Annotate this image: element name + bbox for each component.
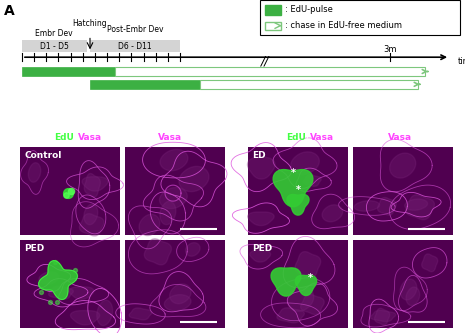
Point — [51, 259, 59, 265]
Text: A: A — [4, 4, 15, 18]
Point — [62, 192, 70, 198]
Polygon shape — [160, 150, 188, 171]
Bar — [22, 40, 87, 52]
Bar — [90, 40, 180, 52]
Bar — [115, 67, 425, 76]
Point — [46, 299, 54, 304]
Polygon shape — [144, 239, 172, 265]
Polygon shape — [291, 152, 319, 174]
Polygon shape — [69, 287, 94, 299]
Bar — [265, 22, 281, 30]
Bar — [125, 147, 225, 235]
Polygon shape — [375, 308, 390, 325]
Point — [53, 299, 61, 304]
Point — [37, 290, 44, 295]
Polygon shape — [250, 250, 271, 262]
Bar — [265, 5, 281, 15]
Polygon shape — [295, 252, 321, 278]
Text: /: / — [74, 133, 78, 142]
Point — [71, 267, 79, 272]
Polygon shape — [277, 308, 305, 323]
Polygon shape — [170, 284, 191, 304]
Polygon shape — [322, 205, 343, 222]
Text: PED: PED — [24, 244, 44, 253]
Polygon shape — [129, 308, 152, 320]
Text: Control: Control — [24, 151, 61, 160]
Bar — [200, 80, 418, 89]
Polygon shape — [390, 153, 416, 178]
Bar — [353, 240, 453, 328]
Polygon shape — [39, 272, 59, 284]
Text: Vasa: Vasa — [78, 133, 102, 142]
Bar — [20, 147, 120, 235]
Bar — [248, 240, 348, 328]
Text: //: // — [261, 55, 269, 68]
Text: 3m: 3m — [383, 45, 397, 54]
Polygon shape — [70, 311, 100, 325]
Polygon shape — [139, 214, 160, 235]
Bar — [20, 240, 120, 328]
Polygon shape — [82, 177, 108, 191]
Bar — [260, 0, 460, 35]
Polygon shape — [28, 163, 41, 182]
Polygon shape — [301, 294, 324, 314]
Polygon shape — [304, 175, 321, 186]
Text: time: time — [458, 57, 465, 66]
Bar — [353, 147, 453, 235]
Polygon shape — [273, 169, 313, 207]
Polygon shape — [160, 201, 176, 225]
Text: D6 - D11: D6 - D11 — [118, 42, 152, 51]
Point — [67, 188, 75, 194]
Polygon shape — [378, 197, 396, 215]
Polygon shape — [406, 287, 420, 306]
Text: D1 - D5: D1 - D5 — [40, 42, 68, 51]
Polygon shape — [248, 212, 274, 225]
Text: *: * — [295, 185, 300, 195]
Bar — [125, 240, 225, 328]
Bar — [248, 147, 348, 235]
Polygon shape — [84, 204, 98, 225]
Text: Post-Embr Dev: Post-Embr Dev — [107, 25, 163, 34]
Text: : chase in EdU-free medium: : chase in EdU-free medium — [285, 21, 402, 30]
Polygon shape — [400, 279, 417, 300]
Polygon shape — [97, 300, 113, 326]
Text: : EdU-pulse: : EdU-pulse — [285, 5, 333, 14]
Bar — [90, 80, 200, 89]
Polygon shape — [164, 295, 191, 311]
Text: Vasa: Vasa — [310, 133, 334, 142]
Polygon shape — [405, 195, 434, 220]
Polygon shape — [354, 201, 379, 211]
Text: *: * — [291, 168, 295, 178]
Text: EdU: EdU — [54, 133, 74, 142]
Polygon shape — [49, 286, 73, 299]
Polygon shape — [271, 268, 301, 296]
Text: Embr Dev: Embr Dev — [35, 29, 73, 38]
Text: Hatching: Hatching — [73, 19, 107, 28]
Text: Vasa: Vasa — [158, 133, 182, 142]
Polygon shape — [371, 310, 396, 322]
Text: *: * — [307, 273, 312, 283]
Polygon shape — [84, 173, 100, 197]
Text: ED: ED — [252, 151, 266, 160]
Polygon shape — [159, 187, 187, 208]
Point — [64, 190, 72, 196]
Polygon shape — [405, 199, 428, 210]
Polygon shape — [287, 194, 309, 215]
Polygon shape — [287, 287, 314, 311]
Polygon shape — [247, 158, 275, 179]
Polygon shape — [186, 243, 200, 256]
Text: PED: PED — [252, 244, 272, 253]
Polygon shape — [39, 261, 78, 299]
Text: Vasa: Vasa — [388, 133, 412, 142]
Text: EdU: EdU — [286, 133, 306, 142]
Text: B: B — [4, 133, 14, 147]
Bar — [22, 67, 115, 76]
Polygon shape — [179, 166, 209, 191]
Polygon shape — [295, 275, 317, 295]
Text: /: / — [306, 133, 310, 142]
Polygon shape — [80, 214, 104, 236]
Polygon shape — [422, 254, 438, 272]
